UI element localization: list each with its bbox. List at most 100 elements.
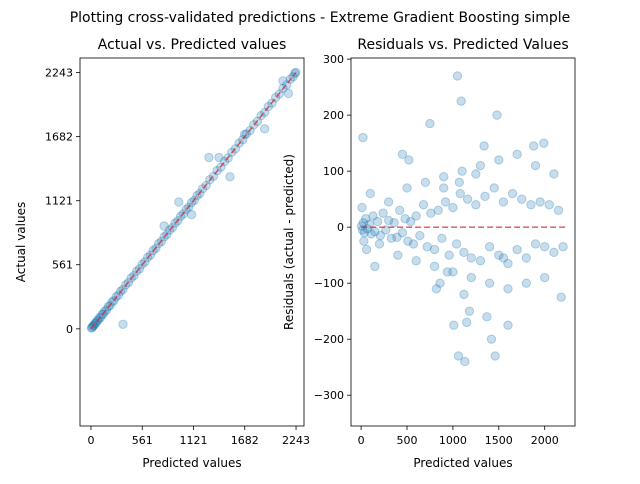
right-points (356, 71, 568, 367)
data-point (494, 155, 504, 165)
data-point (449, 320, 459, 330)
data-point (521, 278, 532, 288)
data-point (425, 118, 435, 129)
y-tick-label: 100 (323, 165, 344, 178)
data-point (475, 160, 486, 171)
data-point (394, 205, 405, 216)
data-point (528, 141, 539, 151)
data-point (454, 177, 465, 188)
data-point (403, 236, 413, 246)
y-tick-label: 0 (66, 323, 73, 336)
data-point (283, 88, 294, 99)
data-point (429, 261, 440, 272)
data-point (361, 244, 372, 255)
data-point (452, 71, 463, 81)
data-point (372, 216, 383, 227)
y-tick-label: 1682 (45, 131, 73, 144)
data-point (556, 292, 566, 302)
right-panel-title: Residuals vs. Predicted Values (357, 37, 568, 53)
data-point (374, 239, 385, 249)
left-y-ticks: 0 561 1121 1682 2243 (45, 67, 80, 336)
data-point (494, 250, 504, 260)
data-point (539, 138, 549, 148)
data-point (498, 197, 509, 207)
data-point (411, 211, 421, 221)
data-point (475, 256, 486, 266)
data-point (540, 272, 550, 283)
data-point (521, 253, 532, 263)
data-point (484, 242, 495, 252)
y-tick-label: −300 (314, 389, 344, 402)
x-tick-label: 1000 (439, 434, 467, 447)
data-point (381, 225, 391, 235)
data-point (118, 319, 128, 329)
data-point (440, 197, 451, 207)
data-point (239, 129, 250, 140)
data-point (225, 172, 235, 182)
data-point (393, 250, 403, 260)
data-point (214, 152, 224, 163)
data-point (490, 351, 500, 361)
data-point (357, 225, 368, 235)
data-point (512, 244, 522, 255)
data-point (278, 76, 288, 86)
left-x-axis-label: Predicted values (142, 456, 241, 470)
data-point (356, 221, 367, 231)
y-tick-label: −100 (314, 277, 344, 290)
data-point (383, 215, 394, 226)
data-point (503, 320, 513, 330)
data-point (544, 200, 554, 210)
data-point (448, 202, 458, 213)
data-point (359, 236, 369, 246)
data-point (480, 191, 490, 202)
y-tick-label: 561 (52, 259, 73, 272)
actual-vs-predicted-panel: Actual vs. Predicted values 0 561 1121 1682… (14, 37, 310, 470)
x-tick-label: 500 (397, 434, 418, 447)
data-point (526, 200, 536, 210)
data-point (530, 239, 541, 249)
data-point (357, 202, 367, 213)
data-point (291, 67, 301, 77)
reference-line (90, 72, 297, 330)
y-tick-label: 200 (323, 109, 344, 122)
left-x-ticks: 0 561 1121 1682 2243 (87, 426, 310, 447)
data-point (479, 141, 489, 151)
x-tick-label: 0 (87, 434, 94, 447)
data-point (418, 200, 429, 210)
data-point (204, 152, 214, 163)
data-point (397, 149, 408, 160)
data-point (358, 132, 368, 143)
data-point (420, 177, 431, 188)
data-point (360, 214, 371, 224)
data-point (512, 149, 522, 160)
data-point (461, 317, 472, 328)
data-point (530, 160, 541, 171)
left-panel-title: Actual vs. Predicted values (98, 37, 287, 53)
data-point (359, 228, 370, 238)
data-point (159, 221, 169, 231)
data-point (383, 197, 394, 207)
data-point (459, 247, 469, 258)
data-point (471, 200, 481, 210)
data-point (484, 278, 495, 288)
data-point (503, 284, 513, 294)
data-point (435, 278, 445, 288)
data-point (444, 250, 454, 260)
right-y-axis-label: Residuals (actual - predicted) (282, 154, 296, 330)
data-point (365, 188, 375, 199)
data-point (259, 124, 270, 134)
x-tick-label: 1500 (485, 434, 513, 447)
data-point (549, 169, 559, 179)
data-point (540, 242, 550, 252)
data-point (549, 247, 559, 258)
data-point (482, 312, 492, 322)
data-point (498, 253, 509, 263)
data-point (402, 183, 412, 193)
data-point (378, 208, 388, 218)
data-point (375, 230, 386, 241)
right-x-ticks: 0 500 1000 1500 2000 (358, 426, 559, 447)
data-point (489, 183, 499, 193)
x-tick-label: 2243 (282, 434, 310, 447)
left-reference-line (90, 72, 297, 330)
data-point (408, 239, 419, 249)
